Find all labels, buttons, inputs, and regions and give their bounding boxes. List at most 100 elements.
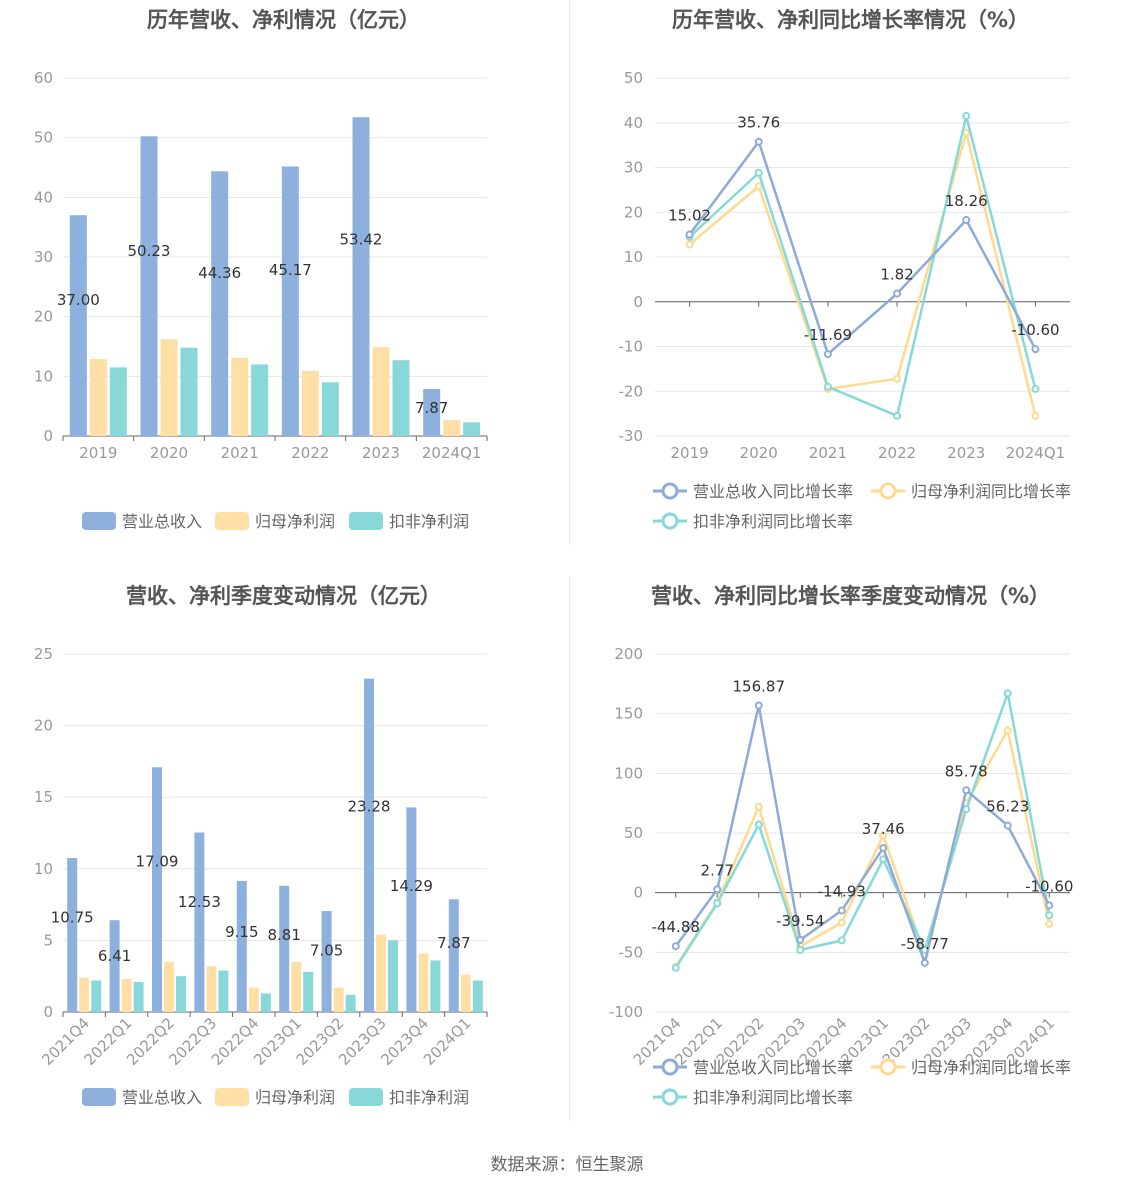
series-line-revenue-growth xyxy=(674,705,1051,968)
legend-marker xyxy=(661,482,679,500)
y-tick-label: 50 xyxy=(624,824,643,842)
bar-deducted-profit xyxy=(388,940,398,1012)
annual-bar-chart: 0 10 20 30 40 50 60 37.00 2019 50.23 2020 44.36 2021… xyxy=(34,69,488,531)
data-point xyxy=(893,289,902,298)
legend-label: 归母净利润 xyxy=(255,1088,335,1107)
data-point xyxy=(823,382,832,391)
bar-deducted-profit xyxy=(91,980,102,1012)
data-point xyxy=(754,701,763,710)
legend-label: 扣非净利润 xyxy=(389,1088,469,1107)
legend-marker xyxy=(661,512,679,530)
data-label: 14.29 xyxy=(390,877,433,895)
legend-label: 归母净利润 xyxy=(255,512,335,531)
y-tick-label: -20 xyxy=(619,382,644,400)
bar-revenue xyxy=(69,215,87,436)
bar-revenue xyxy=(279,885,290,1012)
data-label: 7.87 xyxy=(437,934,470,952)
y-tick-label: 10 xyxy=(34,860,53,878)
data-point xyxy=(1031,411,1040,420)
x-tick-label: 2020 xyxy=(150,444,188,462)
data-label: 10.75 xyxy=(51,909,94,927)
bar-net-profit xyxy=(231,357,249,436)
data-point xyxy=(879,843,888,852)
data-label: 9.15 xyxy=(225,923,258,941)
x-tick-label: 2022 xyxy=(291,444,329,462)
bar-net-profit xyxy=(418,953,429,1012)
data-label: 56.23 xyxy=(986,798,1029,816)
y-tick-label: -30 xyxy=(619,427,644,445)
x-tick-label: 2024Q1 xyxy=(422,444,482,462)
data-label: 6.41 xyxy=(98,947,131,965)
data-point xyxy=(754,137,763,146)
bar-net-profit xyxy=(443,419,461,436)
data-point xyxy=(962,112,971,121)
data-label: -39.54 xyxy=(776,912,824,930)
data-label: 1.82 xyxy=(880,266,913,284)
chart-title: 营收、净利季度变动情况（亿元） xyxy=(126,584,441,608)
y-tick-label: 40 xyxy=(624,114,643,132)
data-point xyxy=(823,350,832,359)
bar-revenue xyxy=(423,389,441,436)
bar-net-profit xyxy=(248,987,259,1012)
y-tick-label: 60 xyxy=(34,69,53,87)
data-point xyxy=(962,786,971,795)
data-point xyxy=(893,411,902,420)
legend-swatch xyxy=(82,1088,116,1106)
y-tick-label: -100 xyxy=(609,1003,643,1021)
legend-label: 归母净利润同比增长率 xyxy=(911,482,1071,501)
legend-swatch xyxy=(349,512,383,530)
series-line-net-profit-growth xyxy=(674,726,1051,968)
y-tick-label: 10 xyxy=(34,367,53,385)
data-label: 37.00 xyxy=(57,291,100,309)
data-label: 23.28 xyxy=(348,797,391,815)
bar-net-profit xyxy=(89,359,107,436)
legend-label: 扣非净利润 xyxy=(389,512,469,531)
x-tick-label: 2020 xyxy=(740,444,778,462)
quarterly-growth-line-chart: -100-500501001502002021Q42022Q12022Q2202… xyxy=(609,645,1073,1107)
x-tick-label: 2022 xyxy=(878,444,916,462)
data-point xyxy=(893,374,902,383)
y-tick-label: 20 xyxy=(624,203,643,221)
data-point xyxy=(1003,689,1012,698)
data-point xyxy=(671,942,680,951)
bar-deducted-profit xyxy=(218,970,229,1012)
y-tick-label: 20 xyxy=(34,308,53,326)
legend-label: 营业总收入 xyxy=(122,1088,202,1107)
bar-deducted-profit xyxy=(345,994,356,1012)
bar-deducted-profit xyxy=(392,360,410,436)
legend-swatch xyxy=(215,1088,249,1106)
legend-marker xyxy=(879,1058,897,1076)
data-label: -11.69 xyxy=(804,326,852,344)
data-point xyxy=(1045,919,1054,928)
data-point xyxy=(713,899,722,908)
y-tick-label: 50 xyxy=(624,69,643,87)
series-line-net-profit-growth xyxy=(688,127,1037,417)
data-point xyxy=(920,958,929,967)
legend-label: 扣非净利润同比增长率 xyxy=(693,512,853,531)
bar-net-profit xyxy=(372,347,390,436)
data-label: -58.77 xyxy=(901,935,949,953)
chart-panel-quarterly-bars: 营收、净利季度变动情况（亿元） 0 5 10 15 20 25 10.75 2021Q4 6.4… xyxy=(0,576,567,1136)
bar-net-profit xyxy=(301,370,319,436)
data-point xyxy=(1031,345,1040,354)
bar-revenue xyxy=(236,880,247,1012)
x-tick-label: 2023 xyxy=(947,444,985,462)
x-tick-label: 2023 xyxy=(362,444,400,462)
legend-label: 营业总收入同比增长率 xyxy=(693,482,853,501)
data-label: -10.60 xyxy=(1025,877,1073,895)
x-tick-label: 2019 xyxy=(670,444,708,462)
data-label: 45.17 xyxy=(269,261,312,279)
chart-title: 历年营收、净利情况（亿元） xyxy=(147,8,420,32)
bar-net-profit xyxy=(333,987,344,1012)
data-point xyxy=(962,805,971,814)
legend-label: 营业总收入 xyxy=(122,512,202,531)
series-line-revenue-growth xyxy=(688,139,1037,357)
bar-revenue xyxy=(281,166,299,437)
series-line-deducted-profit-growth xyxy=(674,688,1051,969)
y-tick-label: 25 xyxy=(34,645,53,663)
data-point xyxy=(1045,901,1054,910)
x-tick-label: 2024Q1 xyxy=(1006,444,1066,462)
legend-marker xyxy=(879,482,897,500)
bar-deducted-profit xyxy=(321,382,339,436)
legend-label: 归母净利润同比增长率 xyxy=(911,1058,1071,1077)
